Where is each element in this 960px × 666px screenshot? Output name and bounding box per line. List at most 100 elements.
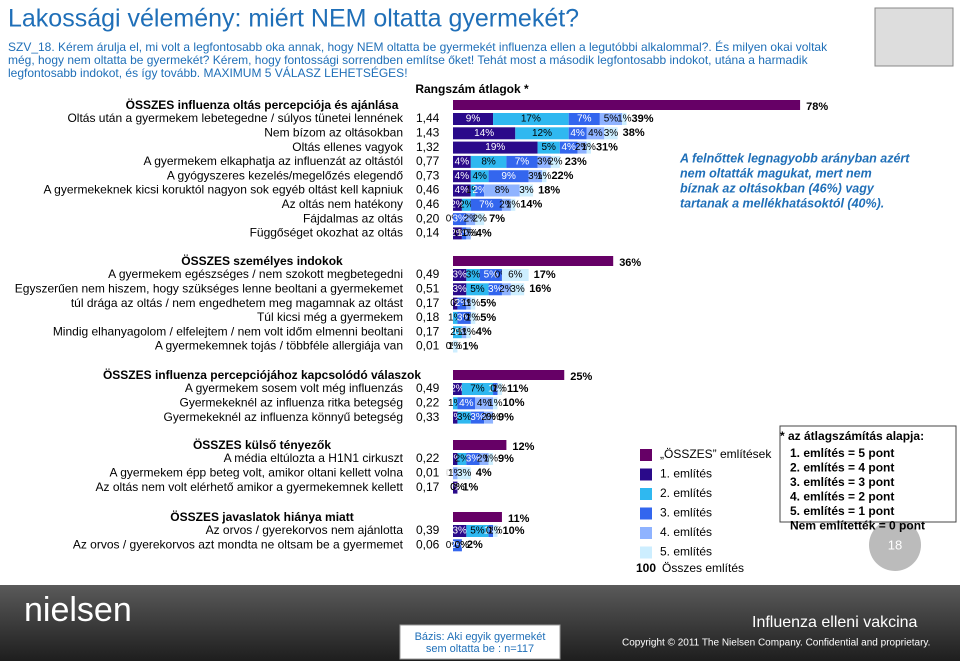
row-total: 14% [520,199,542,211]
segment [453,311,458,324]
segment-label: 2% [499,284,514,295]
segment [466,297,471,310]
segment-label: 3% [466,454,481,465]
rank: 0,51 [416,281,440,295]
group-title: ÖSSZES influenza oltás percepciója és aj… [126,97,399,112]
segment [484,411,494,424]
total-bar [453,440,507,450]
segment [542,170,547,183]
segment [622,113,627,125]
segment [599,113,623,125]
legend-label: 1. említés [660,467,712,481]
row-total: 11% [507,383,529,395]
page-number: 18 [888,537,902,552]
row-label: Nem bízom az oltásokban [264,125,403,139]
segment-label: 3% [466,270,481,281]
callout: nem oltatták magukat, mert nem [680,166,872,180]
segment-label: 14% [474,128,494,139]
segment-label: 3% [452,284,467,295]
segment [453,297,458,310]
product: Influenza elleni vakcina [752,614,918,631]
segment-label: 7% [470,384,485,395]
legend-swatch [640,468,652,481]
segment [453,141,538,154]
segment-label: 7% [515,157,530,168]
row-total: 31% [596,142,618,154]
subtitle: SZV_18. Kérem árulja el, mi volt a legfo… [8,39,828,54]
segment-label: 1% [448,468,463,479]
group-title: ÖSSZES influenza percepciójához kapcsoló… [103,367,421,382]
legend-label: 5. említés [660,545,712,559]
row-label: Függőséget okozhat az oltás [250,226,403,240]
total-label: 36% [619,257,641,269]
segment [453,539,462,552]
row-total: 16% [529,283,551,295]
segment-label: 1% [448,298,463,309]
group-title: ÖSSZES személyes indokok [181,253,343,268]
segment [453,227,462,240]
total-label: 11% [508,513,530,525]
row-label: A média eltúlozta a H1N1 cirkuszt [224,451,404,465]
segment-label: 5% [604,114,619,125]
segment-label: 1% [461,327,476,338]
rank: 0,17 [416,480,440,494]
rank: 0,20 [416,211,440,225]
rank: 0,46 [416,197,440,211]
segment-label: 4% [561,142,576,153]
notes-line: 5. említés = 1 pont [790,504,894,518]
segment-label: 1% [457,327,472,338]
segment [461,227,467,240]
segment [537,141,560,154]
row-total: 5% [480,298,496,310]
row-label: Túl kicsi még a gyermekem [257,310,403,324]
segment-label: 0% [450,482,465,493]
segment-label: 17% [521,114,541,125]
row-label: A gyermekeknek kicsi koruktól nagyon sok… [43,183,404,197]
segment [453,283,467,296]
segment-label: 2% [450,327,465,338]
row-total: 5% [480,312,496,324]
row-label: Fájdalmas az oltás [303,211,403,225]
segment [453,127,516,140]
segment [453,155,471,168]
segment-label: 1% [581,142,596,153]
segment-label: 19% [485,142,505,153]
row-label: Az orvos / gyerekorvos nem ajánlotta [206,523,404,537]
segment-label: 3% [452,526,467,537]
segment [461,198,471,211]
segment-label: 2% [575,142,590,153]
segment [501,283,511,296]
segment [493,383,498,395]
segment [488,525,494,537]
segment-label: 0% [450,482,465,493]
base: sem oltatta be : n=117 [426,643,534,655]
segment [577,141,587,154]
row-total: 1% [462,340,478,352]
segment [510,283,525,296]
notes-line: 3. említés = 3 pont [790,475,894,489]
row-label: A gyermekem elkaphatja az influenzát az … [144,154,403,168]
segment-label: 1% [506,199,521,210]
callout: bíznak az oltásokban (46%) vagy [680,181,875,195]
segment-label: 0% [464,228,479,239]
row-total: 39% [632,113,654,125]
title: Lakossági vélemény: miért NEM oltatta gy… [8,5,579,33]
segment-label: 2% [472,185,487,196]
row-total: 18% [538,184,560,196]
segment-label: 4% [455,157,470,168]
rank: 0,73 [416,168,440,182]
segment-label: 1% [617,114,632,125]
segment [501,269,529,281]
segment-label: 2% [450,540,465,551]
segment-label: 3% [528,171,543,182]
segment-label: 3% [488,284,503,295]
segment-label: 8% [495,185,510,196]
segment [461,326,467,339]
segment-label: 8% [481,157,496,168]
notes-line: Nem említették = 0 pont [790,519,925,533]
photo [874,7,954,67]
segment-label: 1% [466,185,481,196]
segment [501,198,511,211]
